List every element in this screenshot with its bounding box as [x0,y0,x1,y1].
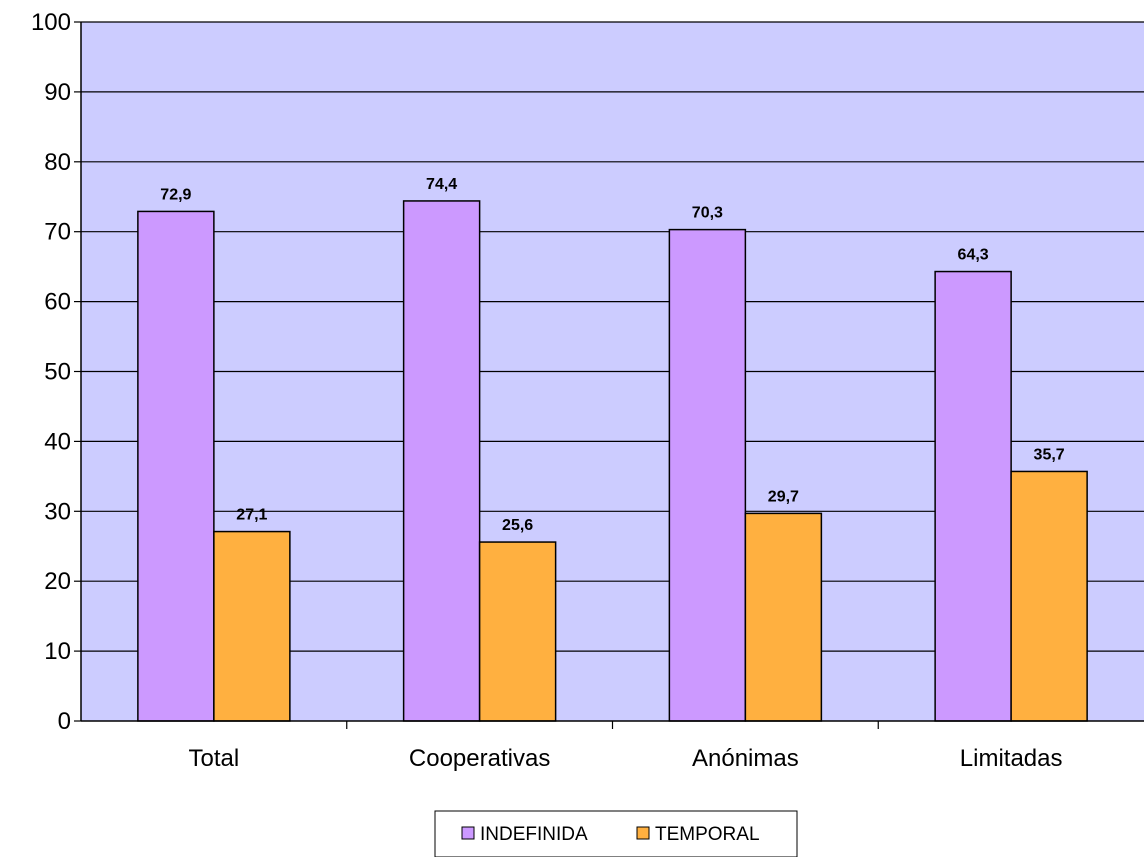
bar-indefinida-limitadas [934,270,1012,722]
legend-swatch-temporal [636,826,650,840]
data-label-indefinida-limitadas: 64,3 [958,247,989,264]
bar-temporal-limitadas [1010,470,1088,722]
y-tick-label: 20 [44,568,71,595]
y-tick-label: 40 [44,428,71,455]
data-label-temporal-anonimas: 29,7 [768,488,799,505]
category-label-total: Total [189,745,240,772]
legend-label-indefinida: INDEFINIDA [480,824,588,845]
x-axis-ticks: Total Cooperativas Anónimas Limitadas [189,721,1063,772]
data-label-indefinida-anonimas: 70,3 [692,205,723,222]
data-labels: 72,9 27,1 74,4 25,6 70,3 29,7 64,3 35,7 [160,176,1064,534]
data-label-indefinida-total: 72,9 [160,186,191,203]
y-tick-label: 60 [44,289,71,316]
legend-swatch-indefinida [461,826,475,840]
bar-temporal-anonimas [744,512,823,722]
bars [137,200,1088,722]
gridlines [81,21,1144,652]
bar-indefinida-total [137,210,215,722]
y-axis-ticks: 0 10 20 30 40 50 60 70 80 90 100 [31,9,81,735]
bar-temporal-cooperativas [478,541,557,722]
legend-box [434,810,798,857]
legend: INDEFINIDA TEMPORAL [434,810,798,857]
data-label-temporal-limitadas: 35,7 [1034,446,1065,463]
category-label-limitadas: Limitadas [960,745,1063,772]
y-tick-label: 10 [44,638,71,665]
y-tick-label: 80 [44,149,71,176]
bar-indefinida-cooperativas [402,200,481,722]
y-tick-label: 70 [44,219,71,246]
y-tick-label: 0 [58,708,71,735]
data-label-temporal-total: 27,1 [236,507,267,524]
data-label-indefinida-cooperativas: 74,4 [426,176,457,193]
bar-indefinida-anonimas [668,228,747,722]
y-tick-label: 90 [44,79,71,106]
category-label-cooperativas: Cooperativas [409,745,550,772]
category-label-anonimas: Anónimas [692,745,799,772]
bar-temporal-total [213,530,291,722]
y-tick-label: 30 [44,498,71,525]
legend-label-temporal: TEMPORAL [655,824,760,845]
y-tick-label: 50 [44,359,71,386]
y-tick-label: 100 [31,9,71,36]
data-label-temporal-cooperativas: 25,6 [502,517,533,534]
